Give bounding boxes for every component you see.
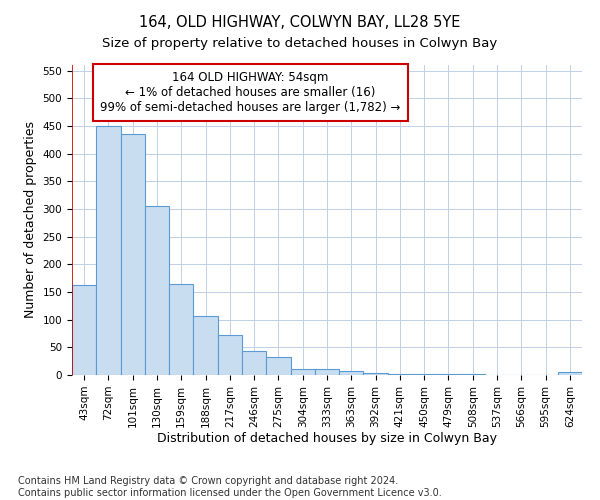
Bar bbox=[436, 374, 461, 375]
Bar bbox=[169, 284, 193, 375]
Text: Contains HM Land Registry data © Crown copyright and database right 2024.
Contai: Contains HM Land Registry data © Crown c… bbox=[18, 476, 442, 498]
Bar bbox=[364, 373, 388, 375]
Bar bbox=[121, 134, 145, 375]
Bar bbox=[266, 356, 290, 375]
Bar bbox=[218, 334, 242, 375]
X-axis label: Distribution of detached houses by size in Colwyn Bay: Distribution of detached houses by size … bbox=[157, 432, 497, 446]
Bar bbox=[145, 206, 169, 375]
Y-axis label: Number of detached properties: Number of detached properties bbox=[24, 122, 37, 318]
Bar bbox=[558, 372, 582, 375]
Bar bbox=[96, 126, 121, 375]
Text: 164 OLD HIGHWAY: 54sqm
← 1% of detached houses are smaller (16)
99% of semi-deta: 164 OLD HIGHWAY: 54sqm ← 1% of detached … bbox=[100, 71, 401, 114]
Bar bbox=[388, 374, 412, 375]
Text: 164, OLD HIGHWAY, COLWYN BAY, LL28 5YE: 164, OLD HIGHWAY, COLWYN BAY, LL28 5YE bbox=[139, 15, 461, 30]
Bar bbox=[242, 351, 266, 375]
Bar bbox=[72, 285, 96, 375]
Bar bbox=[461, 374, 485, 375]
Bar bbox=[412, 374, 436, 375]
Text: Size of property relative to detached houses in Colwyn Bay: Size of property relative to detached ho… bbox=[103, 38, 497, 51]
Bar bbox=[193, 316, 218, 375]
Bar bbox=[339, 370, 364, 375]
Bar bbox=[315, 369, 339, 375]
Bar bbox=[290, 369, 315, 375]
